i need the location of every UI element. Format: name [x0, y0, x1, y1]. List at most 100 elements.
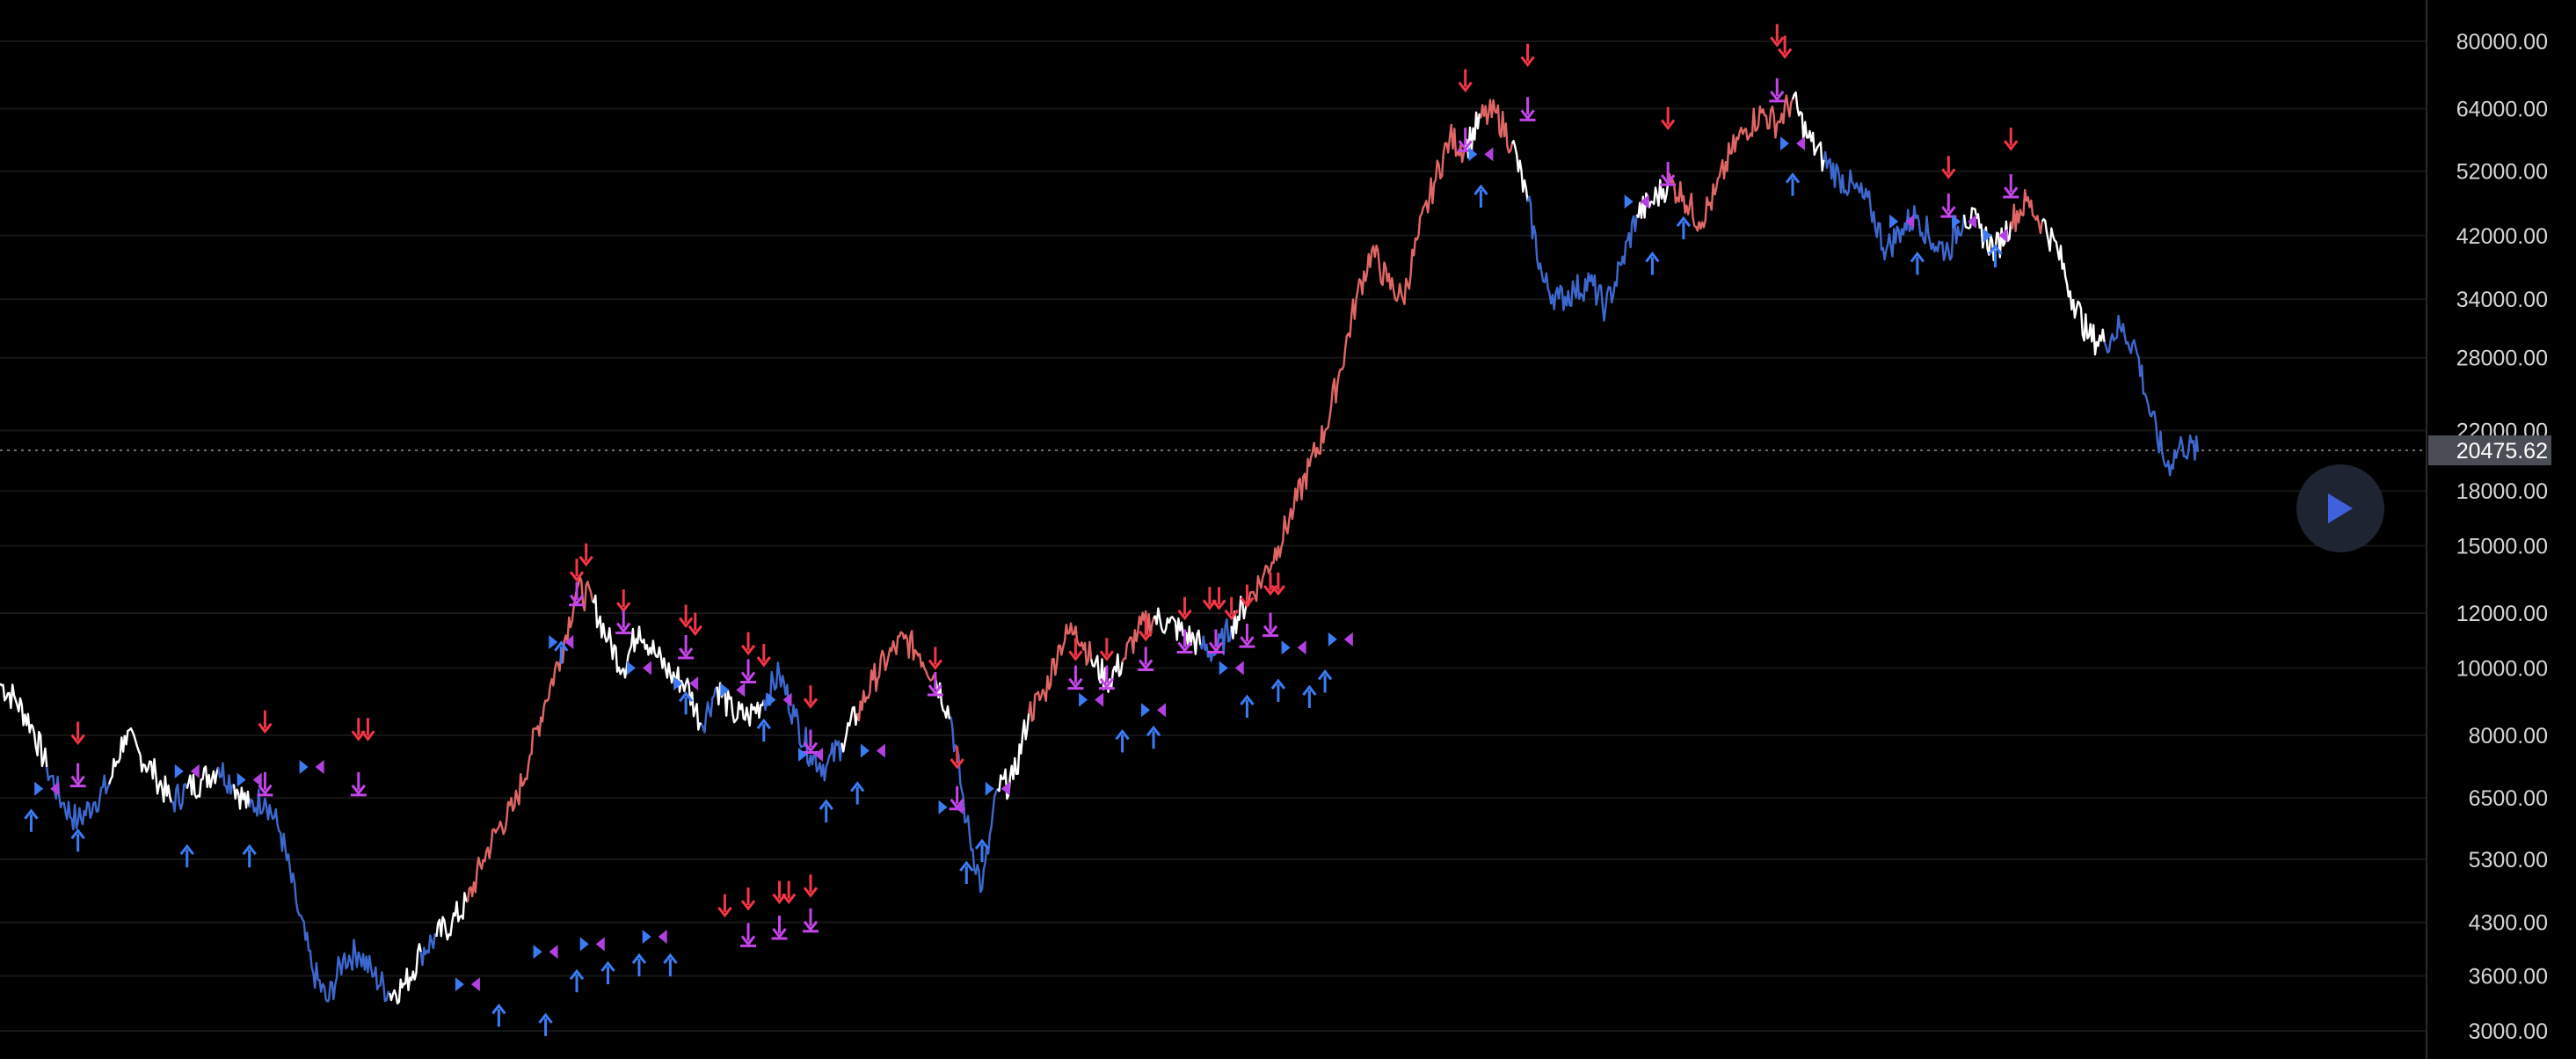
- triangle-left: [736, 683, 746, 697]
- y-tick-label: 5300.00: [2469, 848, 2548, 873]
- buy-arrow-marker: [959, 860, 974, 885]
- cross-triangle-marker: [1079, 692, 1104, 707]
- signal-head: [1988, 244, 2003, 255]
- buy-arrow-marker: [849, 781, 865, 805]
- price-segment: [544, 653, 563, 703]
- price-segment: [575, 575, 593, 612]
- price-segment: [171, 783, 188, 813]
- buy-arrow-marker: [1988, 244, 2003, 268]
- buy-arrow-marker: [1115, 729, 1130, 753]
- triangle-left: [813, 748, 823, 763]
- triangle-right: [236, 772, 246, 787]
- price-segment: [918, 653, 936, 682]
- price-segment: [435, 916, 454, 941]
- y-tick-label: 4300.00: [2469, 911, 2548, 936]
- signal-head: [1240, 694, 1255, 705]
- triangle-right: [1780, 136, 1790, 151]
- y-tick-label: 18000.00: [2456, 479, 2548, 504]
- signal-head: [1302, 684, 1317, 696]
- signal-head: [1770, 90, 1785, 102]
- price-segment: [1557, 280, 1575, 311]
- price-segment: [1448, 123, 1466, 164]
- sell-arrow-marker: [1068, 638, 1083, 661]
- sell-bar-marker: [615, 610, 632, 635]
- price-segment: [809, 754, 827, 782]
- triangle-right: [1952, 214, 1961, 229]
- triangle-left: [1640, 194, 1649, 209]
- triangle-left: [642, 661, 651, 676]
- signal-head: [1224, 609, 1239, 621]
- signal-head: [1270, 678, 1286, 690]
- triangle-right: [1889, 214, 1899, 229]
- cross-triangle-marker: [533, 945, 558, 960]
- price-segment: [139, 754, 157, 780]
- triangle-left: [1343, 632, 1353, 646]
- sell-arrow-marker: [1777, 35, 1793, 60]
- signal-head: [1139, 659, 1153, 670]
- price-segment: [2134, 347, 2152, 418]
- price-segment: [232, 784, 251, 810]
- price-segment: [637, 625, 656, 656]
- triangle-left: [1297, 640, 1306, 655]
- signal-head: [1177, 609, 1192, 621]
- cross-triangle-marker: [673, 676, 699, 691]
- signal-head: [678, 647, 694, 659]
- cross-triangle-marker: [938, 800, 964, 814]
- buy-arrow-marker: [569, 968, 585, 993]
- sell-bar-marker: [2003, 174, 2019, 199]
- last-price-label: 20475.62: [2456, 439, 2548, 464]
- signal-head: [600, 960, 615, 972]
- signal-head: [242, 844, 257, 856]
- price-segment: [746, 699, 765, 727]
- sell-arrow-marker: [1212, 587, 1226, 610]
- price-segment: [279, 831, 298, 902]
- signal-head: [1099, 650, 1115, 661]
- price-segment: [264, 797, 281, 834]
- signal-head: [803, 920, 819, 932]
- price-segment: [825, 739, 843, 768]
- buy-arrow-marker: [1645, 252, 1660, 275]
- last-price-badge: 20475.62: [2428, 435, 2551, 465]
- price-segment: [1246, 574, 1264, 607]
- price-segment: [1869, 208, 1888, 261]
- price-segment: [2072, 299, 2090, 342]
- sell-bar-marker: [1263, 612, 1279, 638]
- signal-head: [1068, 677, 1083, 690]
- price-segment: [14, 697, 33, 734]
- triangle-right: [860, 743, 870, 758]
- cross-triangle-marker: [579, 937, 605, 952]
- price-segment: [76, 800, 95, 826]
- cross-triangle-marker: [299, 760, 324, 775]
- sell-arrow-marker: [360, 718, 375, 741]
- sell-arrow-marker: [1520, 43, 1535, 68]
- signal-head: [631, 953, 647, 965]
- sell-bar-marker: [1098, 665, 1115, 690]
- price-segment: [1900, 205, 1918, 236]
- buy-arrow-marker: [554, 640, 569, 664]
- price-segment: [1807, 129, 1825, 172]
- play-button[interactable]: [2296, 464, 2384, 552]
- sell-arrow-marker: [1941, 156, 1956, 179]
- sell-arrow-marker: [678, 604, 694, 629]
- triangle-right: [1328, 632, 1337, 646]
- price-segment: [980, 788, 999, 890]
- signal-head: [688, 624, 702, 637]
- sell-bar-marker: [1176, 629, 1193, 654]
- signal-head: [1317, 669, 1333, 681]
- cross-triangle-marker: [860, 743, 885, 758]
- signal-head: [2004, 140, 2019, 151]
- triangle-left: [1998, 228, 2008, 243]
- price-axis[interactable]: 80000.00 64000.00 52000.00 42000.00 34000.00…: [2456, 30, 2548, 1044]
- signal-head: [959, 860, 974, 872]
- sell-arrow-marker: [616, 589, 631, 613]
- price-segment: [1776, 94, 1794, 125]
- signal-head: [569, 571, 585, 582]
- signal-head: [974, 838, 990, 851]
- sell-bar-marker: [1207, 629, 1224, 654]
- price-segment: [1386, 272, 1404, 303]
- signal-head: [1474, 184, 1488, 195]
- buy-arrow-marker: [678, 690, 694, 715]
- sell-bar-marker: [569, 581, 586, 607]
